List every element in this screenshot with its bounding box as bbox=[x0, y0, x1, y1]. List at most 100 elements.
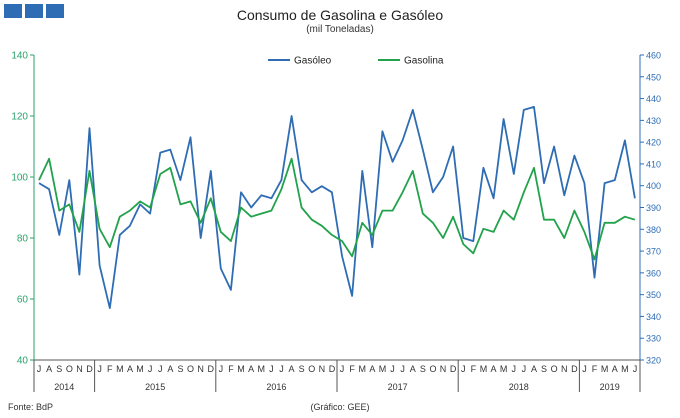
logo-block bbox=[4, 4, 22, 18]
month-label: M bbox=[258, 364, 266, 374]
series-line-gasoleo bbox=[38, 106, 636, 310]
month-label: O bbox=[429, 364, 436, 374]
month-label: M bbox=[601, 364, 609, 374]
chart-subtitle: (mil Toneladas) bbox=[306, 24, 374, 35]
month-label: J bbox=[390, 364, 395, 374]
right-tick-label: 370 bbox=[646, 247, 661, 257]
right-tick-label: 330 bbox=[646, 334, 661, 344]
month-label: A bbox=[612, 364, 618, 374]
month-label: M bbox=[116, 364, 124, 374]
legend-label-gasolina: Gasolina bbox=[404, 56, 444, 67]
right-tick-label: 400 bbox=[646, 181, 661, 191]
month-label: A bbox=[531, 364, 537, 374]
month-label: J bbox=[219, 364, 224, 374]
month-label: M bbox=[500, 364, 508, 374]
month-label: J bbox=[279, 364, 284, 374]
right-tick-label: 450 bbox=[646, 72, 661, 82]
month-label: M bbox=[480, 364, 488, 374]
month-label: J bbox=[400, 364, 405, 374]
month-label: A bbox=[248, 364, 254, 374]
logo-block bbox=[25, 4, 43, 18]
month-label: N bbox=[76, 364, 83, 374]
logo-block bbox=[46, 4, 64, 18]
month-label: F bbox=[592, 364, 598, 374]
series-line-gasolina bbox=[38, 157, 636, 261]
year-label: 2019 bbox=[600, 382, 620, 392]
month-label: N bbox=[561, 364, 568, 374]
left-tick-label: 60 bbox=[17, 295, 29, 306]
right-tick-label: 390 bbox=[646, 203, 661, 213]
month-label: M bbox=[379, 364, 387, 374]
left-tick-label: 120 bbox=[11, 112, 28, 123]
month-label: A bbox=[127, 364, 133, 374]
month-label: J bbox=[340, 364, 345, 374]
right-tick-label: 460 bbox=[646, 51, 661, 61]
year-label: 2015 bbox=[145, 382, 165, 392]
month-label: N bbox=[440, 364, 447, 374]
month-label: N bbox=[319, 364, 326, 374]
month-label: J bbox=[522, 364, 527, 374]
right-tick-label: 420 bbox=[646, 138, 661, 148]
month-label: S bbox=[177, 364, 183, 374]
chart-title: Consumo de Gasolina e Gasóleo bbox=[236, 7, 444, 23]
right-tick-label: 410 bbox=[646, 159, 661, 169]
month-label: A bbox=[369, 364, 375, 374]
source-note: Fonte: BdP bbox=[8, 402, 54, 412]
month-label: F bbox=[349, 364, 355, 374]
month-label: A bbox=[167, 364, 173, 374]
right-tick-label: 430 bbox=[646, 116, 661, 126]
right-tick-label: 320 bbox=[646, 356, 661, 366]
logo bbox=[4, 4, 64, 18]
month-label: M bbox=[359, 364, 367, 374]
year-label: 2018 bbox=[509, 382, 529, 392]
month-label: M bbox=[136, 364, 144, 374]
month-label: D bbox=[450, 364, 457, 374]
right-tick-label: 340 bbox=[646, 312, 661, 322]
month-label: N bbox=[197, 364, 204, 374]
month-label: J bbox=[582, 364, 587, 374]
right-tick-label: 360 bbox=[646, 268, 661, 278]
month-label: J bbox=[158, 364, 163, 374]
month-label: S bbox=[56, 364, 62, 374]
left-tick-label: 80 bbox=[17, 234, 29, 245]
legend-label-gasoleo: Gasóleo bbox=[294, 56, 332, 67]
right-tick-label: 440 bbox=[646, 94, 661, 104]
month-label: J bbox=[97, 364, 102, 374]
month-label: M bbox=[621, 364, 629, 374]
month-label: J bbox=[148, 364, 153, 374]
month-label: M bbox=[237, 364, 245, 374]
month-label: F bbox=[228, 364, 234, 374]
month-label: D bbox=[329, 364, 336, 374]
right-tick-label: 350 bbox=[646, 290, 661, 300]
left-tick-label: 140 bbox=[11, 51, 28, 62]
month-label: A bbox=[289, 364, 295, 374]
left-tick-label: 40 bbox=[17, 356, 29, 367]
month-label: A bbox=[46, 364, 52, 374]
month-label: F bbox=[471, 364, 477, 374]
month-label: J bbox=[461, 364, 466, 374]
credit-note: (Gráfico: GEE) bbox=[310, 402, 370, 412]
month-label: F bbox=[107, 364, 113, 374]
year-label: 2014 bbox=[54, 382, 74, 392]
month-label: A bbox=[410, 364, 416, 374]
month-label: S bbox=[420, 364, 426, 374]
month-label: J bbox=[37, 364, 42, 374]
month-label: S bbox=[541, 364, 547, 374]
year-label: 2017 bbox=[388, 382, 408, 392]
month-label: O bbox=[187, 364, 194, 374]
left-tick-label: 100 bbox=[11, 173, 28, 184]
month-label: S bbox=[299, 364, 305, 374]
month-label: D bbox=[571, 364, 578, 374]
month-label: D bbox=[86, 364, 93, 374]
month-label: O bbox=[308, 364, 315, 374]
month-label: J bbox=[269, 364, 274, 374]
month-label: D bbox=[208, 364, 215, 374]
month-label: J bbox=[633, 364, 638, 374]
year-label: 2016 bbox=[266, 382, 286, 392]
month-label: O bbox=[66, 364, 73, 374]
month-label: O bbox=[551, 364, 558, 374]
month-label: J bbox=[512, 364, 517, 374]
right-tick-label: 380 bbox=[646, 225, 661, 235]
month-label: A bbox=[491, 364, 497, 374]
